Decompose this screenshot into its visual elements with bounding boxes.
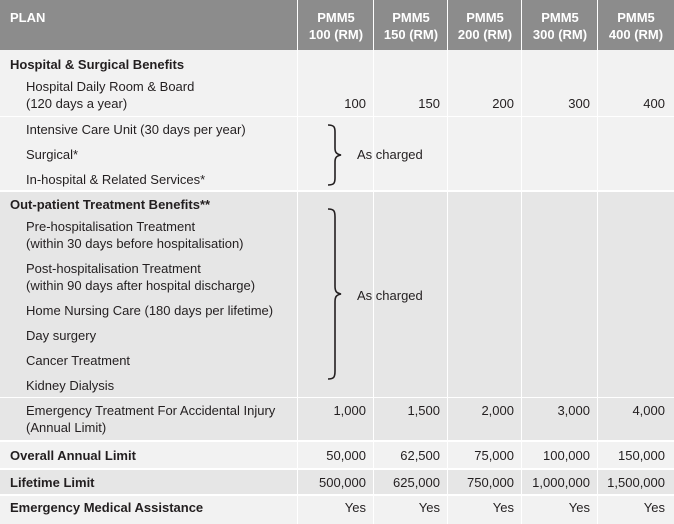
section-divider [0, 190, 674, 192]
column-header-400: PMM5 400 (RM) [598, 9, 674, 43]
column-header-line2: 100 (RM) [308, 27, 364, 42]
column-header-line2: 150 (RM) [383, 27, 439, 42]
emergency-treatment-label-line2: (Annual Limit) [26, 420, 107, 435]
home-nursing-label: Home Nursing Care (180 days per lifetime… [26, 303, 274, 318]
column-divider [447, 0, 448, 524]
daily-room-value: 150 [418, 96, 440, 111]
column-header-300: PMM5 300 (RM) [522, 9, 598, 43]
row-divider [0, 397, 674, 398]
emergency-treatment-value: 3,000 [557, 403, 590, 418]
overall-limit-value: 50,000 [326, 448, 366, 463]
column-header-100: PMM5 100 (RM) [298, 9, 374, 43]
column-divider [297, 0, 298, 524]
lifetime-limit-value: 1,000,000 [532, 475, 590, 490]
column-header-150: PMM5 150 (RM) [374, 9, 448, 43]
overall-limit-value: 150,000 [618, 448, 665, 463]
daily-room-value: 300 [568, 96, 590, 111]
hospital-section-title: Hospital & Surgical Benefits [10, 57, 185, 72]
post-hosp-label-line1: Post-hospitalisation Treatment [26, 261, 201, 276]
outpatient-section-title: Out-patient Treatment Benefits** [10, 197, 211, 212]
overall-limit-label: Overall Annual Limit [10, 448, 136, 463]
day-surgery-label: Day surgery [26, 328, 97, 343]
section-divider [0, 440, 674, 442]
brace-icon [327, 124, 342, 186]
lifetime-limit-value: 750,000 [467, 475, 514, 490]
column-header-line2: 300 (RM) [532, 27, 588, 42]
column-divider [597, 0, 598, 524]
lifetime-limit-value: 500,000 [319, 475, 366, 490]
daily-room-label-line1: Hospital Daily Room & Board [26, 79, 195, 94]
lifetime-limit-row [0, 470, 674, 494]
daily-room-value: 400 [643, 96, 665, 111]
emergency-treatment-value: 1,000 [333, 403, 366, 418]
emergency-assistance-row [0, 496, 674, 524]
lifetime-limit-value: 625,000 [393, 475, 440, 490]
daily-room-label-line2: (120 days a year) [26, 96, 128, 111]
lifetime-limit-label: Lifetime Limit [10, 475, 95, 490]
table-header [0, 0, 674, 50]
pre-hosp-label-line1: Pre-hospitalisation Treatment [26, 219, 196, 234]
overall-limit-value: 62,500 [400, 448, 440, 463]
icu-label: Intensive Care Unit (30 days per year) [26, 122, 246, 137]
emergency-assistance-value: Yes [643, 500, 665, 515]
post-hosp-label-line2: (within 90 days after hospital discharge… [26, 278, 256, 293]
section-divider [0, 468, 674, 470]
column-header-line1: PMM5 [466, 10, 504, 25]
emergency-assistance-value: Yes [492, 500, 514, 515]
outpatient-section [0, 192, 674, 440]
column-header-line2: 200 (RM) [457, 27, 513, 42]
cancer-label: Cancer Treatment [26, 353, 131, 368]
emergency-assistance-value: Yes [344, 500, 366, 515]
pre-hosp-label-line2: (within 30 days before hospitalisation) [26, 236, 244, 251]
daily-room-value: 100 [344, 96, 366, 111]
emergency-assistance-label: Emergency Medical Assistance [10, 500, 204, 515]
emergency-treatment-value: 2,000 [481, 403, 514, 418]
column-header-line2: 400 (RM) [608, 27, 664, 42]
in-hospital-label: In-hospital & Related Services* [26, 172, 206, 187]
emergency-treatment-value: 1,500 [407, 403, 440, 418]
emergency-treatment-value: 4,000 [632, 403, 665, 418]
emergency-treatment-label-line1: Emergency Treatment For Accidental Injur… [26, 403, 276, 418]
surgical-label: Surgical* [26, 147, 79, 162]
overall-limit-value: 100,000 [543, 448, 590, 463]
column-header-line1: PMM5 [317, 10, 355, 25]
lifetime-limit-value: 1,500,000 [607, 475, 665, 490]
as-charged-hospital: As charged [357, 147, 423, 162]
column-header-line1: PMM5 [541, 10, 579, 25]
hospital-section [0, 50, 674, 190]
brace-icon [327, 208, 342, 380]
kidney-label: Kidney Dialysis [26, 378, 115, 393]
as-charged-outpatient: As charged [357, 288, 423, 303]
daily-room-value: 200 [492, 96, 514, 111]
column-header-200: PMM5 200 (RM) [448, 9, 522, 43]
plan-header-label: PLAN [10, 10, 46, 25]
emergency-assistance-value: Yes [568, 500, 590, 515]
column-divider [373, 0, 374, 524]
emergency-assistance-value: Yes [418, 500, 440, 515]
row-divider [0, 116, 674, 117]
section-divider [0, 494, 674, 496]
column-divider [521, 0, 522, 524]
column-header-line1: PMM5 [392, 10, 430, 25]
overall-limit-row [0, 442, 674, 468]
column-header-line1: PMM5 [617, 10, 655, 25]
overall-limit-value: 75,000 [474, 448, 514, 463]
